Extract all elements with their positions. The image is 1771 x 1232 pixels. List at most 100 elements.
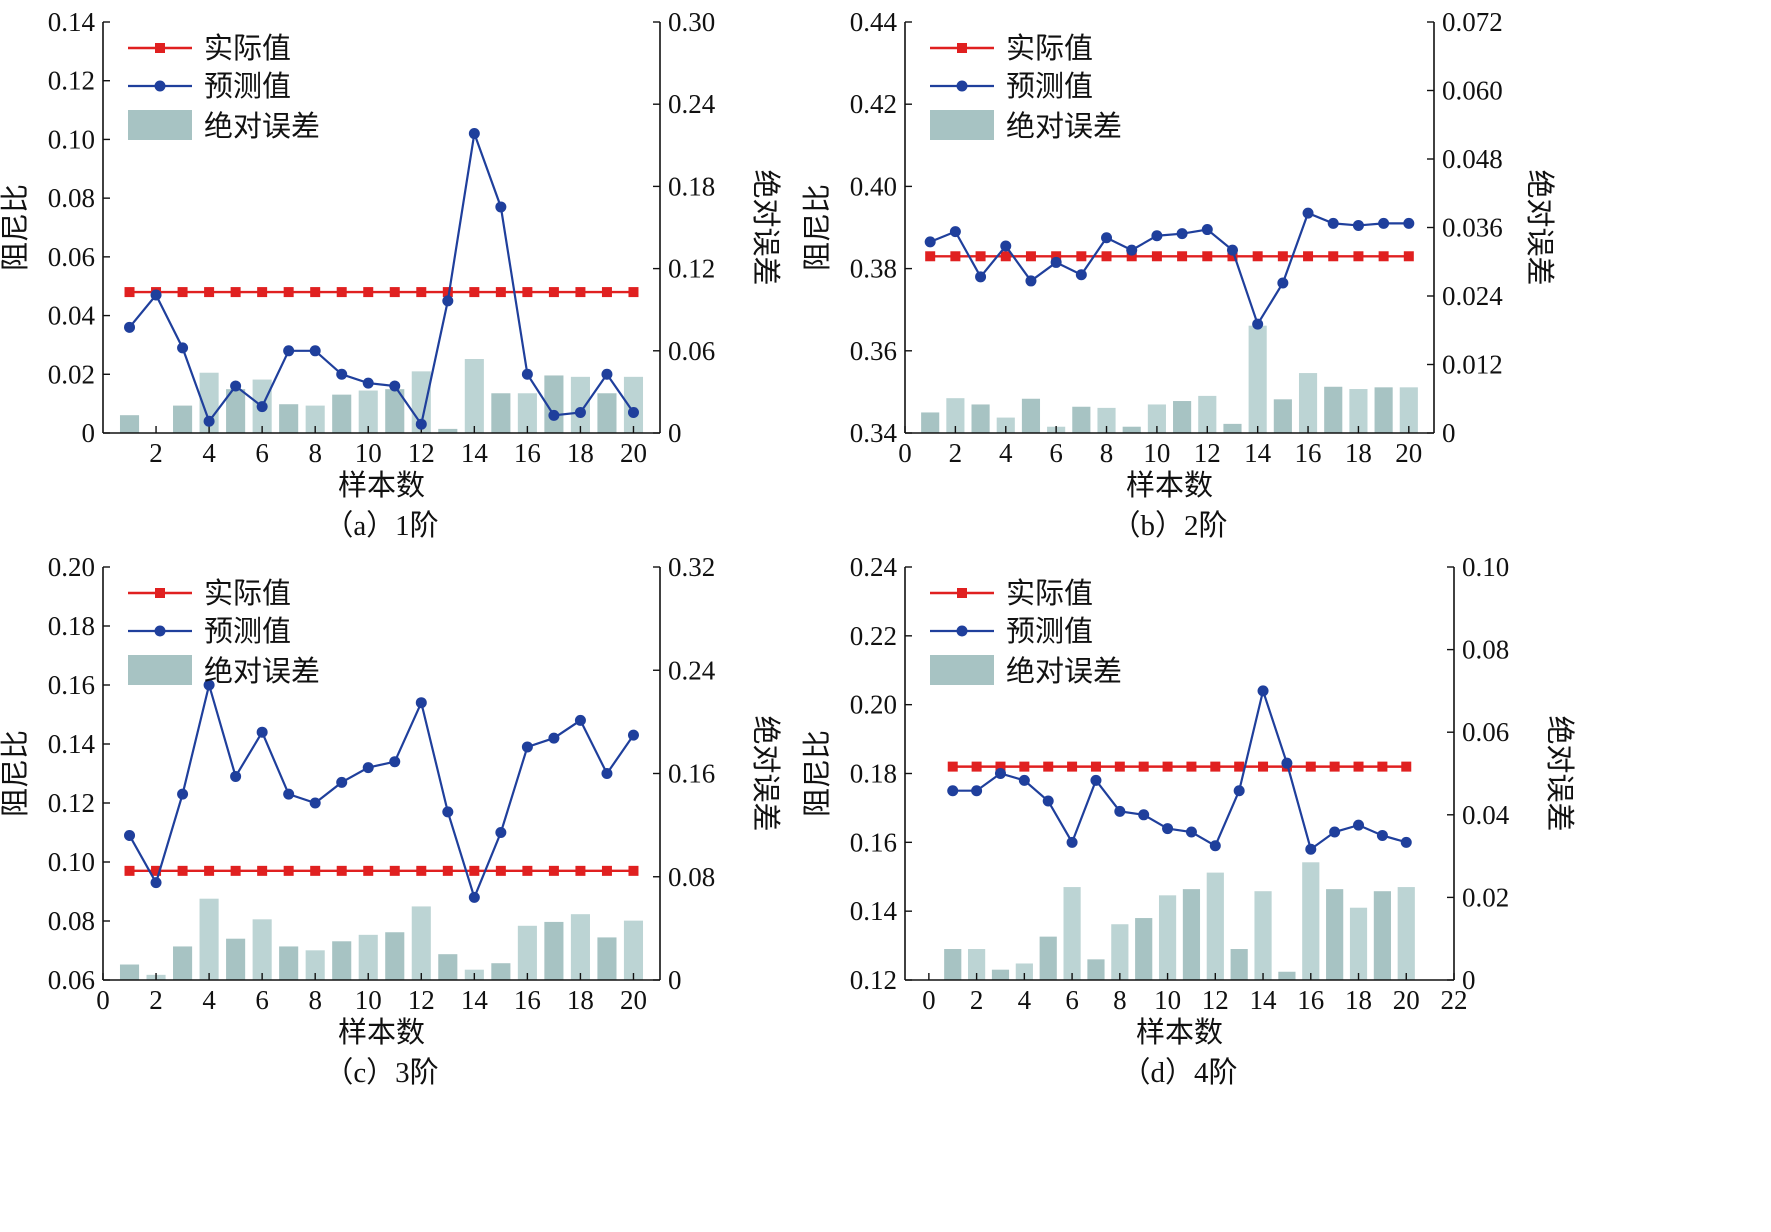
error-bar [991, 969, 1010, 980]
predicted-marker [336, 368, 348, 380]
y2-tick-label: 0.32 [668, 552, 715, 582]
error-bar [1278, 971, 1296, 980]
y2-tick-label: 0.036 [1442, 213, 1503, 243]
predicted-marker [150, 877, 162, 889]
actual-marker [1202, 251, 1213, 262]
y2-tick-label: 0.08 [668, 862, 715, 892]
legend-predicted-label: 预测值 [1006, 615, 1093, 648]
y-tick-label: 0.20 [48, 552, 95, 582]
predicted-marker [1018, 774, 1030, 786]
error-bar [623, 920, 644, 980]
predicted-marker [309, 345, 321, 357]
predicted-marker [415, 697, 427, 709]
x-tick-label: 16 [514, 438, 541, 468]
predicted-marker [947, 785, 959, 797]
x-tick-label: 2 [149, 985, 163, 1015]
legend-error-label: 绝对误差 [1006, 110, 1122, 143]
predicted-marker [309, 797, 321, 809]
x-tick-label: 12 [1202, 985, 1229, 1015]
x-axis-title: 样本数 [338, 1016, 425, 1049]
x-axis-title: 样本数 [338, 469, 425, 502]
x-tick-label: 8 [308, 985, 322, 1015]
y-tick-label: 0.24 [850, 552, 898, 582]
error-bar [1349, 389, 1368, 433]
actual-marker [124, 287, 135, 298]
y-tick-label: 0.16 [48, 670, 95, 700]
x-tick-label: 2 [970, 985, 984, 1015]
error-bar [1158, 895, 1177, 980]
actual-marker [389, 287, 400, 298]
actual-marker [1126, 251, 1137, 262]
y-tick-label: 0.14 [850, 896, 898, 926]
y2-axis-title: 绝对误差 [749, 169, 782, 285]
legend-predicted-marker [154, 80, 166, 92]
error-bar [173, 405, 193, 433]
predicted-marker [389, 380, 401, 392]
error-bar [119, 964, 140, 980]
x-tick-label: 4 [202, 985, 216, 1015]
error-bar [971, 404, 990, 433]
actual-marker [257, 287, 268, 298]
predicted-marker [1329, 826, 1341, 838]
actual-marker [1138, 761, 1149, 772]
x-axis-title: 样本数 [1126, 469, 1213, 502]
y-tick-label: 0.18 [850, 759, 897, 789]
panel-caption: （b）2阶 [1111, 509, 1227, 542]
error-bar [358, 390, 378, 433]
actual-marker [548, 287, 559, 298]
error-bar [173, 946, 193, 980]
error-bar [1374, 387, 1393, 433]
x-tick-label: 14 [1250, 985, 1278, 1015]
y2-axis-title: 绝对误差 [1543, 715, 1576, 831]
predicted-marker [1176, 228, 1188, 240]
actual-marker [1076, 251, 1087, 262]
predicted-marker [230, 770, 242, 782]
predicted-line [128, 133, 635, 427]
predicted-marker [124, 321, 136, 333]
predicted-marker [1025, 275, 1037, 287]
y-tick-label: 0.08 [48, 906, 95, 936]
legend-actual-marker [957, 43, 967, 53]
y2-tick-label: 0.06 [668, 336, 715, 366]
actual-marker [975, 251, 986, 262]
actual-marker [522, 287, 533, 298]
x-tick-label: 20 [1395, 438, 1422, 468]
y-tick-label: 0.34 [850, 418, 898, 448]
legend-actual-label: 实际值 [204, 577, 291, 610]
actual-marker [495, 865, 506, 876]
predicted-marker [362, 377, 374, 389]
y-tick-label: 0 [82, 418, 96, 448]
actual-marker [336, 287, 347, 298]
actual-marker [442, 865, 453, 876]
error-bar [517, 393, 537, 433]
error-bar [119, 415, 140, 433]
x-tick-label: 18 [1345, 438, 1372, 468]
error-bar [1111, 924, 1129, 980]
actual-marker [1401, 761, 1412, 772]
predicted-marker [495, 201, 507, 213]
error-bar [385, 932, 405, 980]
predicted-marker [1327, 217, 1339, 229]
y2-tick-label: 0.24 [668, 655, 716, 685]
actual-marker [442, 287, 453, 298]
error-bar [1302, 862, 1320, 980]
x-tick-label: 2 [149, 438, 163, 468]
legend-error-swatch [930, 655, 994, 685]
actual-marker [1025, 251, 1036, 262]
error-bar [946, 398, 965, 433]
y-tick-label: 0.12 [48, 66, 95, 96]
legend-error-swatch [128, 655, 192, 685]
actual-marker [416, 865, 427, 876]
y-tick-label: 0.10 [48, 124, 95, 154]
actual-marker [1051, 251, 1062, 262]
x-axis-title: 样本数 [1136, 1016, 1223, 1049]
y2-tick-label: 0.10 [1462, 552, 1509, 582]
legend-predicted-label: 预测值 [204, 615, 291, 648]
y2-tick-label: 0.072 [1442, 7, 1503, 37]
actual-marker [363, 865, 374, 876]
y-tick-label: 0.06 [48, 965, 95, 995]
predicted-marker [230, 380, 242, 392]
predicted-marker [1400, 836, 1412, 848]
error-bar [921, 412, 940, 433]
x-tick-label: 18 [1345, 985, 1372, 1015]
